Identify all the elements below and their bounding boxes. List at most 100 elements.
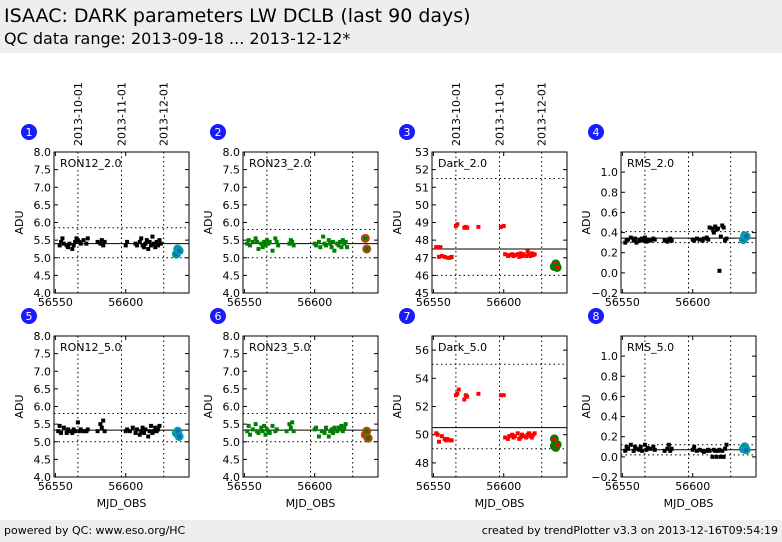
data-point — [64, 430, 69, 435]
latest-point-core — [364, 429, 369, 434]
data-point — [525, 249, 530, 254]
data-point — [60, 236, 65, 241]
y-tick-label: 48 — [415, 234, 429, 247]
data-point — [652, 447, 657, 452]
x-axis-label: MJD_OBS — [475, 497, 525, 510]
y-tick-label: 6.5 — [223, 199, 241, 212]
y-tick-label: 0.0 — [601, 267, 619, 280]
data-point — [517, 254, 522, 259]
data-point — [642, 442, 647, 447]
plot-frame — [242, 151, 379, 294]
data-point — [147, 429, 152, 434]
data-point — [697, 237, 702, 242]
data-point — [626, 446, 631, 451]
panel-2: 4.0 4.5 5.0 5.5 6.0 6.5 7.0 7.5 8.0 56550 56600 RON… — [202, 124, 379, 309]
y-tick-label: 1.0 — [601, 350, 619, 363]
data-point — [81, 238, 86, 243]
plot-frame — [53, 151, 190, 294]
latest-point-core — [364, 246, 369, 251]
data-point — [331, 239, 335, 244]
data-point — [505, 436, 510, 441]
data-point — [147, 239, 152, 244]
panel-number-badge — [21, 124, 37, 140]
y-tick-label: 8.0 — [34, 330, 52, 343]
data-point — [692, 238, 697, 243]
data-point — [158, 241, 163, 246]
x-tick-label: 56550 — [38, 296, 73, 309]
y-tick-label: 6.5 — [223, 383, 241, 396]
data-point — [668, 448, 673, 453]
data-point — [102, 429, 107, 434]
data-point — [707, 225, 712, 230]
data-point — [332, 248, 337, 253]
data-point — [455, 391, 460, 396]
panel-number-badge — [210, 124, 226, 140]
plot-frame — [53, 335, 190, 478]
data-point — [245, 429, 250, 434]
y-tick-label: 7.5 — [34, 164, 52, 177]
data-point — [343, 422, 348, 427]
data-point — [631, 238, 636, 243]
data-point — [157, 423, 162, 428]
data-point — [723, 238, 728, 243]
data-point — [130, 425, 135, 430]
data-point — [125, 239, 130, 244]
x-tick-label: 56600 — [297, 480, 332, 493]
data-point — [66, 245, 71, 250]
data-point — [338, 239, 343, 244]
data-point — [524, 435, 529, 440]
data-point — [59, 430, 64, 435]
data-point — [248, 432, 253, 437]
data-point — [662, 448, 667, 453]
y-tick-label: 7.0 — [34, 365, 52, 378]
latest-point-core — [177, 248, 182, 253]
latest-point-core — [363, 236, 368, 241]
data-point — [326, 434, 331, 439]
data-point — [465, 225, 470, 230]
data-point — [153, 425, 158, 430]
data-point — [260, 429, 265, 434]
data-point — [642, 235, 647, 240]
data-point — [724, 442, 729, 447]
y-tick-label: 6.0 — [223, 217, 241, 230]
plot-frame — [620, 335, 757, 478]
data-point — [329, 245, 334, 250]
panel-7: 48 50 52 54 56 56550 56600 Dark_5.0 ADU MJD_OBS 7 — [391, 308, 568, 510]
data-point — [137, 432, 142, 437]
y-axis-label: ADU — [391, 210, 404, 234]
data-point — [151, 429, 156, 434]
panel-3: 45 46 47 48 49 50 51 52 53 56550 56600 Dark_2.0 ADU 3… — [391, 82, 568, 309]
panel-number-badge — [588, 124, 604, 140]
plot-frame — [620, 151, 757, 294]
y-tick-label: 0.8 — [601, 186, 619, 199]
panel-number-label: 3 — [404, 126, 411, 139]
x-tick-label: 56550 — [605, 296, 640, 309]
x-tick-label: 56600 — [108, 480, 143, 493]
report-header: ISAAC: DARK parameters LW DCLB (last 90 … — [0, 0, 782, 53]
y-tick-label: 5.0 — [34, 252, 52, 265]
footer-created-by: created by trendPlotter v3.3 on 2013-12-… — [481, 524, 778, 537]
report-footer: powered by QC: www.eso.org/HC created by… — [0, 520, 782, 542]
data-point — [151, 241, 156, 246]
data-point — [95, 239, 100, 244]
data-point — [331, 430, 335, 435]
plot-frame — [431, 151, 568, 294]
data-point — [143, 241, 148, 246]
data-point — [319, 429, 324, 434]
data-point — [84, 241, 89, 246]
data-point — [253, 236, 258, 241]
y-tick-label: 4.0 — [34, 471, 52, 484]
data-point — [339, 245, 344, 250]
data-point — [326, 238, 331, 243]
data-point — [270, 248, 275, 253]
data-point — [700, 238, 705, 243]
y-tick-label: 1.0 — [601, 166, 619, 179]
data-point — [153, 245, 158, 250]
latest-point-core — [555, 265, 560, 270]
data-point — [142, 430, 146, 435]
data-point — [665, 239, 670, 244]
y-tick-label: 48 — [415, 457, 429, 470]
data-point — [340, 429, 345, 434]
latest-point-core — [177, 434, 182, 439]
data-point — [445, 255, 450, 260]
